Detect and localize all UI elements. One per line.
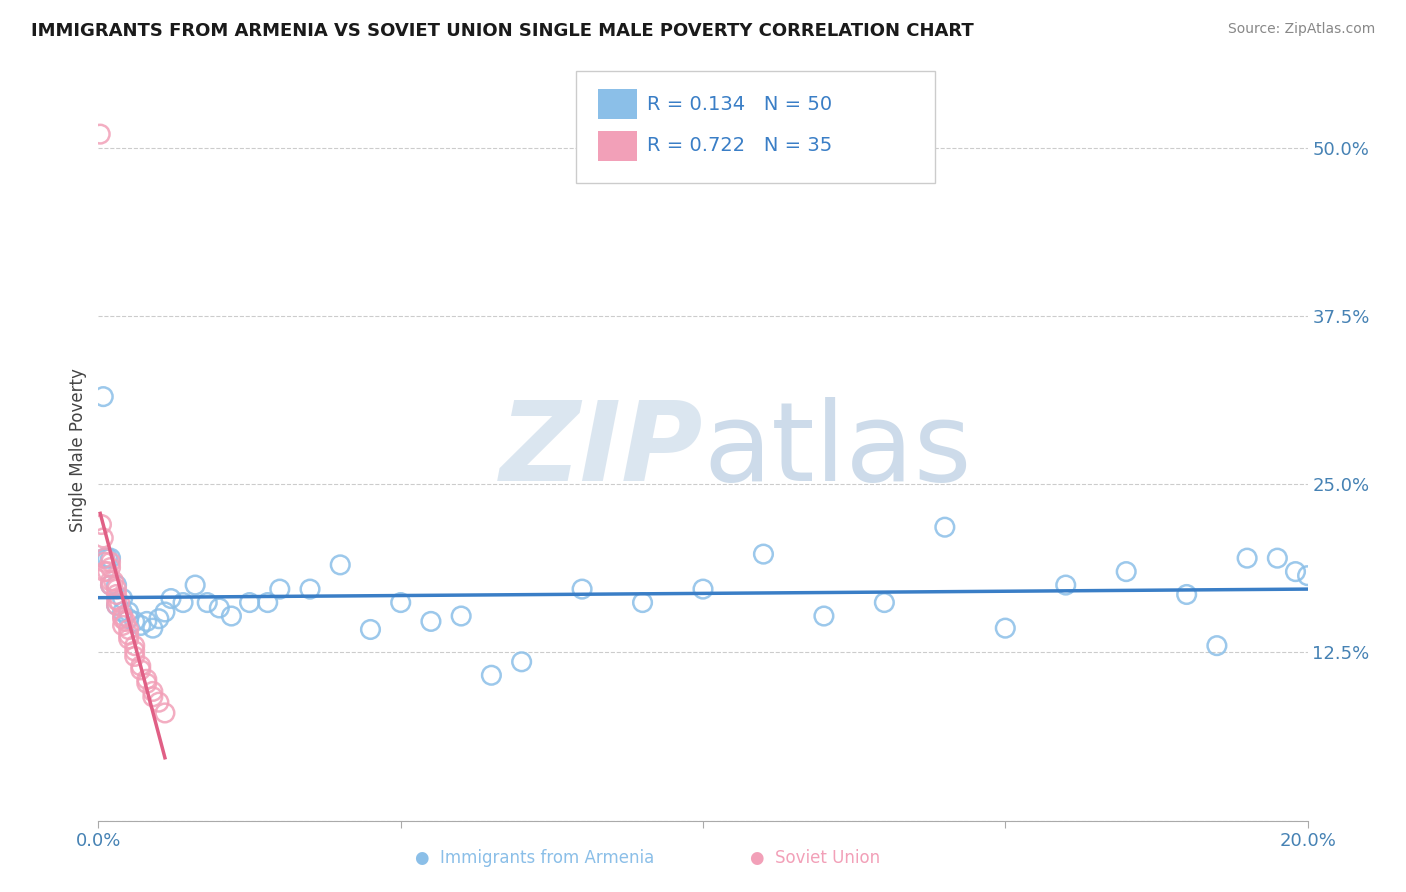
Point — [124, 639, 146, 653]
Point — [108, 596, 131, 610]
Point — [1206, 639, 1229, 653]
Point — [103, 574, 125, 588]
Point — [105, 599, 128, 613]
Point — [1054, 578, 1077, 592]
Point — [692, 582, 714, 596]
Point — [118, 628, 141, 642]
Point — [148, 612, 170, 626]
Point — [93, 555, 115, 569]
Point — [105, 578, 128, 592]
Point — [450, 609, 472, 624]
Point — [100, 574, 122, 588]
Point — [1175, 587, 1198, 601]
Point — [195, 596, 218, 610]
Point — [934, 520, 956, 534]
Point — [256, 596, 278, 610]
Point — [153, 605, 176, 619]
Point — [105, 593, 128, 607]
Point — [329, 558, 352, 572]
Point — [105, 587, 128, 601]
Point — [135, 615, 157, 629]
Point — [111, 591, 134, 606]
Point — [481, 668, 503, 682]
Text: atlas: atlas — [703, 397, 972, 504]
Point — [873, 596, 896, 610]
Point — [994, 621, 1017, 635]
Point — [813, 609, 835, 624]
Point — [1284, 565, 1306, 579]
Point — [124, 644, 146, 658]
Text: Source: ZipAtlas.com: Source: ZipAtlas.com — [1227, 22, 1375, 37]
Point — [105, 582, 128, 596]
Point — [1296, 568, 1319, 582]
Text: R = 0.134   N = 50: R = 0.134 N = 50 — [647, 95, 832, 114]
Point — [135, 676, 157, 690]
Y-axis label: Single Male Poverty: Single Male Poverty — [69, 368, 87, 533]
Point — [142, 690, 165, 704]
Text: IMMIGRANTS FROM ARMENIA VS SOVIET UNION SINGLE MALE POVERTY CORRELATION CHART: IMMIGRANTS FROM ARMENIA VS SOVIET UNION … — [31, 22, 974, 40]
Point — [90, 517, 112, 532]
Point — [93, 551, 115, 566]
Point — [91, 531, 114, 545]
Point — [129, 618, 152, 632]
Point — [208, 601, 231, 615]
Point — [299, 582, 322, 596]
Point — [93, 551, 115, 566]
Point — [93, 565, 115, 579]
Point — [100, 560, 122, 574]
Point — [184, 578, 207, 592]
Point — [100, 578, 122, 592]
Point — [752, 547, 775, 561]
Text: ZIP: ZIP — [499, 397, 703, 504]
Point — [111, 612, 134, 626]
Point — [96, 551, 118, 566]
Point — [118, 632, 141, 646]
Point — [114, 615, 136, 629]
Point — [100, 555, 122, 569]
Point — [153, 706, 176, 720]
Point — [100, 551, 122, 566]
Point — [389, 596, 412, 610]
Point — [172, 596, 194, 610]
Point — [148, 695, 170, 709]
Point — [129, 663, 152, 677]
Point — [105, 599, 128, 613]
Text: R = 0.722   N = 35: R = 0.722 N = 35 — [647, 136, 832, 155]
Point — [1236, 551, 1258, 566]
Point — [142, 684, 165, 698]
Point — [124, 649, 146, 664]
Point — [239, 596, 262, 610]
Point — [160, 591, 183, 606]
Point — [124, 615, 146, 629]
Point — [571, 582, 593, 596]
Point — [631, 596, 654, 610]
Point — [269, 582, 291, 596]
Point — [89, 127, 111, 141]
Point — [91, 390, 114, 404]
Point — [1115, 565, 1137, 579]
Point — [100, 578, 122, 592]
Point — [111, 618, 134, 632]
Point — [129, 658, 152, 673]
Point — [96, 565, 118, 579]
Point — [510, 655, 533, 669]
Text: ●  Soviet Union: ● Soviet Union — [751, 849, 880, 867]
Point — [360, 623, 382, 637]
Point — [111, 609, 134, 624]
Point — [221, 609, 243, 624]
Point — [135, 673, 157, 687]
Point — [118, 605, 141, 619]
Point — [1267, 551, 1289, 566]
Point — [118, 612, 141, 626]
Point — [111, 605, 134, 619]
Point — [118, 623, 141, 637]
Point — [142, 621, 165, 635]
Point — [420, 615, 443, 629]
Text: ●  Immigrants from Armenia: ● Immigrants from Armenia — [415, 849, 654, 867]
